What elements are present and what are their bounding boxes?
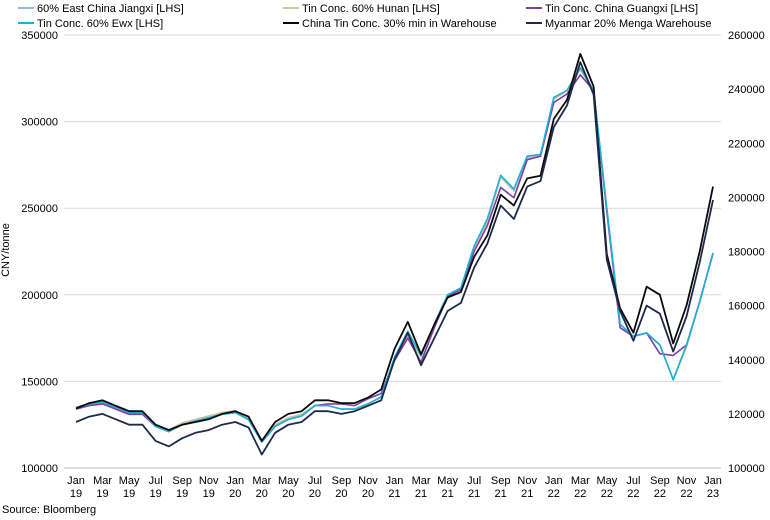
x-tick-label-month: Jan bbox=[704, 475, 722, 487]
legend-label: China Tin Conc. 30% min in Warehouse bbox=[302, 18, 497, 30]
x-tick-label-month: Jul bbox=[308, 475, 322, 487]
right-tick-label: 220000 bbox=[728, 138, 765, 150]
right-tick-label: 120000 bbox=[728, 409, 765, 421]
x-tick-label-year: 19 bbox=[123, 488, 135, 500]
right-y-axis: 100000 120000 140000 160000 180000 200000 2200… bbox=[728, 30, 765, 475]
x-tick-label-month: Jul bbox=[467, 475, 481, 487]
legend-label: Tin Conc. 60% Hunan [LHS] bbox=[302, 3, 440, 15]
x-tick-label-year: 20 bbox=[256, 488, 268, 500]
x-tick-label-month: Jan bbox=[226, 475, 244, 487]
right-tick-label: 260000 bbox=[728, 30, 765, 42]
x-tick-label-month: Mar bbox=[412, 475, 431, 487]
x-tick-label-month: Sep bbox=[491, 475, 511, 487]
x-tick-label-month: Nov bbox=[677, 475, 697, 487]
x-tick-label-month: Jan bbox=[386, 475, 404, 487]
y-axis-title: CNY/tonne bbox=[0, 223, 12, 277]
horizontal-gridlines bbox=[64, 34, 721, 469]
x-tick-label-year: 20 bbox=[362, 488, 374, 500]
left-tick-label: 100000 bbox=[21, 463, 58, 475]
x-tick-label-year: 22 bbox=[574, 488, 586, 500]
series-line-2 bbox=[75, 68, 714, 442]
x-tick-label-month: Nov bbox=[358, 475, 378, 487]
legend-label: Tin Conc. 60% Ewx [LHS] bbox=[37, 18, 163, 30]
legend-label: 60% East China Jiangxi [LHS] bbox=[37, 3, 184, 15]
x-tick-label-month: May bbox=[119, 475, 140, 487]
x-tick-label-month: Jul bbox=[149, 475, 163, 487]
x-tick-label-year: 23 bbox=[707, 488, 719, 500]
left-tick-label: 350000 bbox=[21, 30, 58, 42]
x-tick-label-month: May bbox=[596, 475, 617, 487]
legend-label: Tin Conc. China Guangxi [LHS] bbox=[545, 3, 698, 15]
x-tick-label-year: 22 bbox=[680, 488, 692, 500]
x-tick-label-year: 20 bbox=[282, 488, 294, 500]
left-tick-label: 200000 bbox=[21, 290, 58, 302]
series-line-6 bbox=[75, 61, 714, 456]
x-tick-label-month: Jan bbox=[67, 475, 85, 487]
x-tick-label-year: 21 bbox=[495, 488, 507, 500]
right-tick-label: 160000 bbox=[728, 301, 765, 313]
legend-label: Myanmar 20% Menga Warehouse bbox=[545, 18, 712, 30]
x-tick-label-month: Sep bbox=[172, 475, 192, 487]
x-tick-label-month: Nov bbox=[517, 475, 537, 487]
x-tick-label-month: Mar bbox=[571, 475, 590, 487]
x-tick-label-month: May bbox=[437, 475, 458, 487]
chart-legend: 60% East China Jiangxi [LHS] Tin Conc. 60… bbox=[18, 3, 712, 30]
x-tick-label-year: 21 bbox=[468, 488, 480, 500]
x-tick-label-year: 21 bbox=[521, 488, 533, 500]
x-tick-label-month: May bbox=[278, 475, 299, 487]
x-tick-label-month: Mar bbox=[252, 475, 271, 487]
right-tick-label: 240000 bbox=[728, 84, 765, 96]
left-tick-label: 300000 bbox=[21, 117, 58, 129]
x-tick-label-month: Jan bbox=[545, 475, 563, 487]
series-line-1 bbox=[75, 67, 714, 442]
x-tick-label-year: 22 bbox=[601, 488, 613, 500]
x-tick-label-year: 22 bbox=[548, 488, 560, 500]
series-line-3 bbox=[75, 74, 714, 443]
left-tick-label: 150000 bbox=[21, 376, 58, 388]
x-tick-label-year: 19 bbox=[150, 488, 162, 500]
x-tick-label-year: 19 bbox=[96, 488, 108, 500]
x-tick-label-month: Sep bbox=[332, 475, 352, 487]
x-tick-label-month: Mar bbox=[93, 475, 112, 487]
x-tick-label-year: 22 bbox=[654, 488, 666, 500]
x-tick-label-year: 19 bbox=[176, 488, 188, 500]
x-tick-label-year: 20 bbox=[309, 488, 321, 500]
x-tick-label-year: 21 bbox=[415, 488, 427, 500]
x-tick-label-year: 19 bbox=[203, 488, 215, 500]
x-tick-label-year: 20 bbox=[229, 488, 241, 500]
series-line-5 bbox=[75, 53, 714, 442]
x-tick-label-month: Sep bbox=[650, 475, 670, 487]
right-tick-label: 100000 bbox=[728, 463, 765, 475]
left-tick-label: 250000 bbox=[21, 203, 58, 215]
source-note: Source: Bloomberg bbox=[2, 504, 96, 516]
series-line-4 bbox=[75, 67, 714, 443]
series-lines bbox=[75, 53, 714, 456]
x-tick-label-month: Jul bbox=[626, 475, 640, 487]
right-tick-label: 200000 bbox=[728, 192, 765, 204]
x-tick-label-year: 19 bbox=[70, 488, 82, 500]
x-axis: Jan19Mar19May19Jul19Sep19Nov19Jan20Mar20… bbox=[64, 467, 722, 500]
right-tick-label: 180000 bbox=[728, 247, 765, 259]
left-y-axis: 100000 150000 200000 250000 300000 350000 bbox=[21, 30, 58, 475]
right-tick-label: 140000 bbox=[728, 355, 765, 367]
x-tick-label-month: Nov bbox=[199, 475, 219, 487]
x-tick-label-year: 22 bbox=[627, 488, 639, 500]
x-tick-label-year: 21 bbox=[388, 488, 400, 500]
x-tick-label-year: 20 bbox=[335, 488, 347, 500]
x-tick-label-year: 21 bbox=[441, 488, 453, 500]
